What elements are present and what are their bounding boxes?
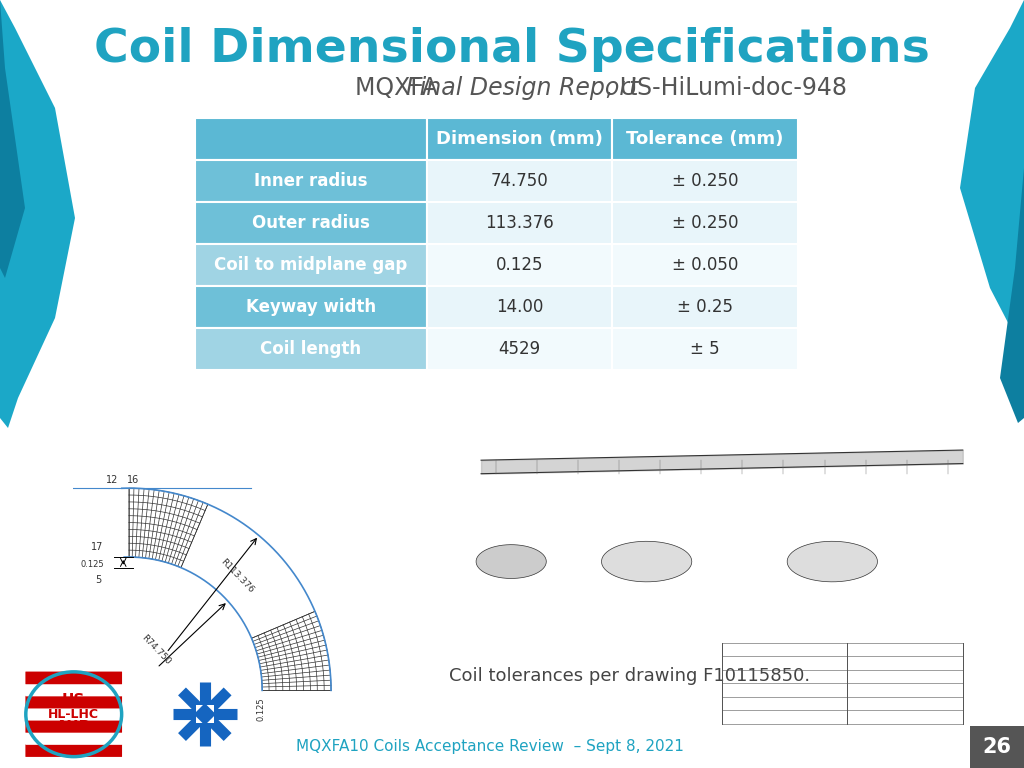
Text: 74.750: 74.750 [490, 172, 549, 190]
Text: Tolerance (mm): Tolerance (mm) [627, 130, 783, 148]
Polygon shape [252, 611, 331, 690]
FancyBboxPatch shape [26, 720, 122, 733]
Bar [427, 118, 612, 160]
FancyBboxPatch shape [26, 708, 122, 720]
Text: Dimension (mm): Dimension (mm) [436, 130, 603, 148]
Bar [195, 118, 427, 160]
FancyBboxPatch shape [26, 732, 122, 745]
Text: R74.750: R74.750 [140, 633, 173, 666]
Bar [612, 160, 798, 202]
Polygon shape [129, 488, 208, 568]
FancyBboxPatch shape [26, 671, 122, 684]
Bar [427, 328, 612, 370]
Text: ± 0.250: ± 0.250 [672, 214, 738, 232]
Text: MQXFA: MQXFA [355, 76, 445, 100]
Bar [612, 118, 798, 160]
Bar [612, 202, 798, 244]
Polygon shape [787, 541, 878, 582]
Text: Final Design Report: Final Design Report [406, 76, 638, 100]
Text: MQXFA10 Coils Acceptance Review  – Sept 8, 2021: MQXFA10 Coils Acceptance Review – Sept 8… [296, 739, 684, 753]
Text: Outer radius: Outer radius [252, 214, 370, 232]
Text: Coil tolerances per drawing F10115850.: Coil tolerances per drawing F10115850. [450, 667, 811, 685]
Bar [195, 244, 427, 286]
Polygon shape [0, 0, 75, 428]
Polygon shape [961, 0, 1024, 768]
FancyBboxPatch shape [26, 684, 122, 697]
Text: 17: 17 [91, 541, 103, 551]
Text: 0.125: 0.125 [256, 697, 265, 720]
Text: HL-LHC: HL-LHC [48, 708, 99, 720]
Bar [970, 726, 1024, 768]
Text: AUP: AUP [56, 720, 91, 735]
Bar [612, 244, 798, 286]
Text: ± 0.050: ± 0.050 [672, 256, 738, 274]
Polygon shape [476, 545, 547, 578]
Text: 0.125: 0.125 [496, 256, 544, 274]
Text: ± 0.25: ± 0.25 [677, 298, 733, 316]
Bar [427, 160, 612, 202]
Text: ± 5: ± 5 [690, 340, 720, 358]
Text: Coil Dimensional Specifications: Coil Dimensional Specifications [94, 28, 930, 72]
Bar [427, 244, 612, 286]
Polygon shape [1000, 168, 1024, 768]
Bar [195, 160, 427, 202]
Polygon shape [196, 705, 214, 723]
FancyBboxPatch shape [26, 744, 122, 757]
Text: 5: 5 [95, 574, 101, 584]
Bar [612, 286, 798, 328]
Text: 113.376: 113.376 [485, 214, 554, 232]
Text: 0.125: 0.125 [80, 560, 103, 568]
Text: ± 0.250: ± 0.250 [672, 172, 738, 190]
Text: 14.00: 14.00 [496, 298, 543, 316]
Bar [427, 202, 612, 244]
Bar [195, 328, 427, 370]
Polygon shape [0, 0, 25, 278]
Bar [612, 328, 798, 370]
Text: 16: 16 [127, 475, 138, 485]
Text: R113.376: R113.376 [219, 557, 256, 594]
Text: 26: 26 [982, 737, 1012, 757]
Text: 4529: 4529 [499, 340, 541, 358]
FancyBboxPatch shape [26, 696, 122, 708]
Text: Coil length: Coil length [260, 340, 361, 358]
Text: 12: 12 [105, 475, 118, 485]
Bar [427, 286, 612, 328]
Bar [195, 286, 427, 328]
Bar [195, 202, 427, 244]
Text: Inner radius: Inner radius [254, 172, 368, 190]
Text: Coil to midplane gap: Coil to midplane gap [214, 256, 408, 274]
Polygon shape [601, 541, 692, 582]
Text: , US-HiLumi-doc-948: , US-HiLumi-doc-948 [605, 76, 847, 100]
Text: Keyway width: Keyway width [246, 298, 376, 316]
Text: US: US [62, 693, 85, 708]
Polygon shape [194, 703, 216, 725]
